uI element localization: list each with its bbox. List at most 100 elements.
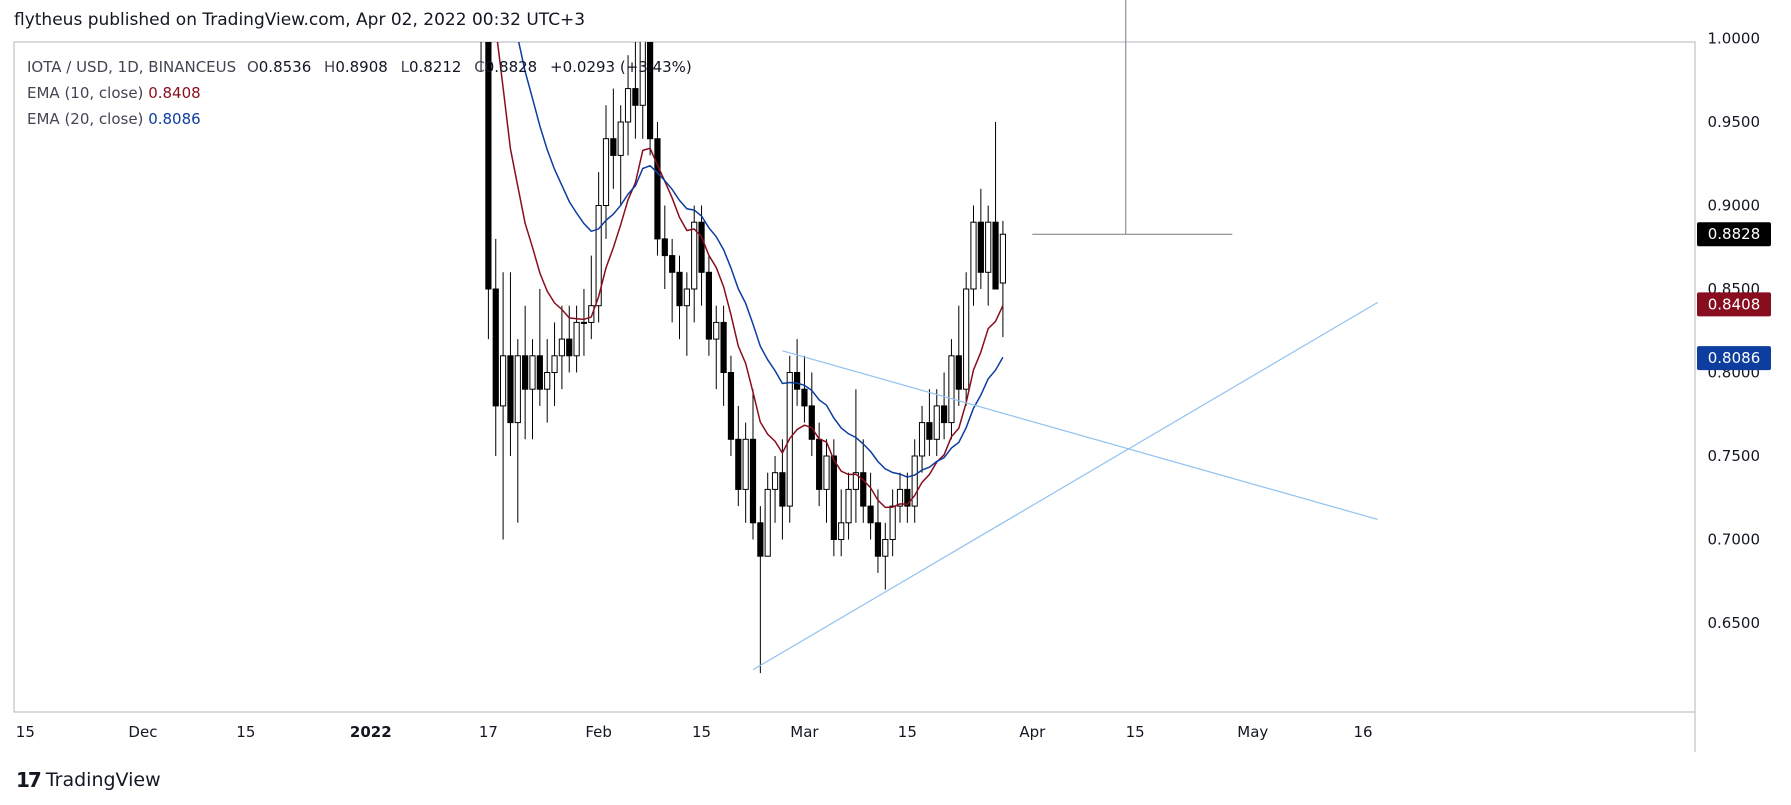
candle-body [999,233,1006,284]
candle-90 [669,238,676,323]
candle-body [926,422,933,440]
candle-body [624,88,632,123]
candle-body [742,438,749,490]
ema10-badge-text: 0.8408 [1708,295,1761,313]
ema10-badge-bg [1697,292,1771,317]
candle-83 [617,105,624,206]
candle-body [771,472,779,490]
footer-brand-name: TradingView [45,769,161,791]
candle-128 [948,339,955,440]
candle-109 [808,372,815,456]
ema-layer [496,42,1004,509]
x-tick-label: Feb [585,723,612,741]
ema20-badge-text: 0.8086 [1708,349,1761,367]
candle-body [948,355,955,424]
legend-open: 0.8536 [258,58,312,76]
candle-132 [977,188,984,289]
candle-body [492,288,499,407]
candle-body [705,271,712,340]
x-tick-label: Apr [1019,723,1046,741]
candle-body [691,221,698,290]
y-tick-label: 0.7000 [1708,531,1761,549]
ema20-badge: 0.8086 [1697,346,1771,371]
candle-body [478,0,483,5]
candle-66 [492,238,499,456]
candle-body [735,438,742,490]
candle-body [918,422,926,457]
legend-ema10-row: EMA (10, close) 0.8408 [27,80,700,106]
y-tick-label: 0.9000 [1708,197,1761,215]
candle-79 [588,255,595,340]
candle-86 [639,42,646,139]
candle-body [985,221,992,273]
candle-94 [698,205,705,306]
candle-body [713,321,720,340]
candle-133 [985,205,992,306]
publish-line: flytheus published on TradingView.com, A… [14,10,586,30]
price-badge: 0.8828 [1697,222,1771,247]
candle-body [970,221,977,290]
candle-body [860,472,867,507]
candle-88 [654,122,661,256]
candle-body [933,405,940,440]
candle-101 [749,389,757,540]
x-tick-label: 15 [898,723,917,741]
candle-98 [727,355,735,456]
candle-124 [918,405,926,473]
candle-body [698,221,705,273]
candle-body [595,205,602,307]
x-tick-label: Mar [790,723,819,741]
price-chart[interactable]: 0.1967 (22.28%) 1967 0.6500 0.7000 0.7500 0… [0,0,1791,760]
candle-body [992,221,999,290]
candle-body [720,321,727,373]
candle-body [544,372,551,390]
candle-130 [963,272,970,406]
candle-body [654,138,661,240]
candle-body [794,372,801,390]
x-tick-label: 17 [479,723,498,741]
price-badge-bg [1697,222,1771,247]
candle-114 [845,472,852,540]
candle-81 [602,105,610,239]
y-tick-label: 0.7500 [1708,447,1761,465]
candle-99 [735,405,742,507]
legend-ohlc-row: IOTA / USD, 1D, BINANCEUS O0.8536 H0.890… [27,54,700,80]
candle-104 [771,456,779,523]
drawings-layer: 0.1967 (22.28%) 1967 [752,0,1379,671]
footer-brand[interactable]: 17 TradingView [16,768,161,792]
candle-116 [860,439,867,523]
candle-72 [536,289,543,406]
candle-67 [500,272,507,540]
ema20-badge-bg [1697,346,1771,371]
candle-body [522,355,529,390]
candle-body [676,271,683,307]
x-tick-label: 15 [16,723,35,741]
x-tick-label: Dec [128,723,157,741]
candle-107 [794,339,801,406]
legend-ema10-label: EMA (10, close) [27,84,144,102]
candle-89 [661,205,668,289]
candle-body [764,488,771,557]
chart-legend: IOTA / USD, 1D, BINANCEUS O0.8536 H0.890… [27,54,700,132]
candle-75 [558,305,565,390]
candle-body [889,505,896,541]
candle-134 [992,122,999,290]
candle-64 [478,0,483,72]
candle-111 [823,439,830,523]
y-tick-label: 0.9500 [1708,113,1761,131]
legend-ema20-label: EMA (20, close) [27,110,144,128]
ema10-line [496,42,1004,509]
candle-body [823,455,830,490]
candle-117 [867,472,874,540]
x-tick-label: 15 [692,723,711,741]
candle-71 [529,339,536,440]
candle-body [867,505,874,524]
legend-close: 0.8828 [484,58,538,76]
candle-120 [889,489,896,557]
legend-high: 0.8908 [335,58,388,76]
candle-84 [624,55,632,156]
x-tick-label: 2022 [350,723,392,741]
candle-96 [713,305,720,390]
candle-125 [926,389,933,456]
